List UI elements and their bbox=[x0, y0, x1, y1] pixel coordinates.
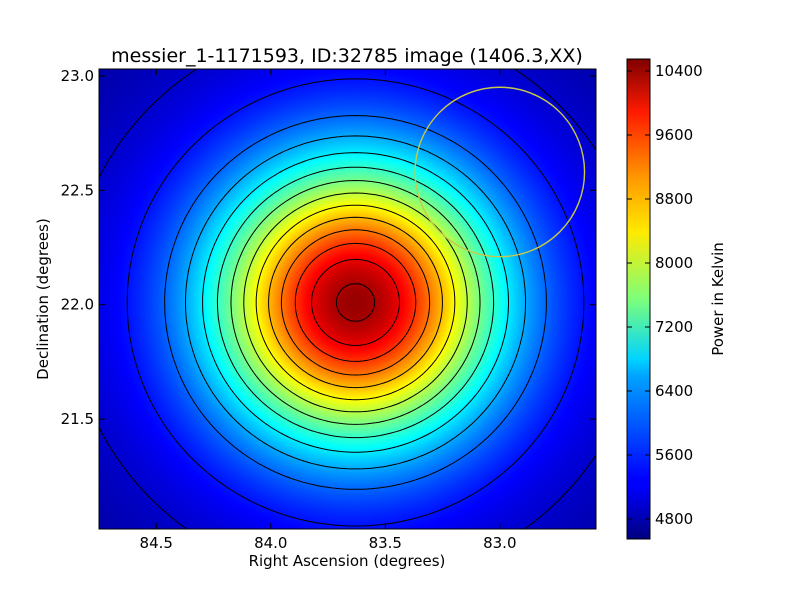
contour-line bbox=[216, 166, 495, 439]
contour-line bbox=[164, 115, 547, 490]
contour-line bbox=[126, 78, 585, 527]
y-tick-label: 23.0 bbox=[61, 67, 94, 85]
x-tick-label: 84.5 bbox=[140, 534, 173, 552]
colorbar-tick-label: 8000 bbox=[655, 254, 693, 272]
x-tick-label: 83.5 bbox=[369, 534, 402, 552]
contour-line bbox=[311, 258, 400, 346]
contour-line bbox=[202, 152, 509, 453]
x-tick-label: 84.0 bbox=[254, 534, 287, 552]
y-tick-label: 22.0 bbox=[61, 296, 94, 314]
y-tick-label: 21.5 bbox=[61, 410, 94, 428]
colorbar-tick-label: 4800 bbox=[655, 510, 693, 528]
heatmap-image bbox=[99, 69, 596, 529]
colorbar-tick-label: 10400 bbox=[655, 62, 703, 80]
contour-line bbox=[294, 242, 417, 362]
contour-line bbox=[185, 135, 527, 470]
colorbar-tick-label: 8800 bbox=[655, 190, 693, 208]
chart-title: messier_1-1171593, ID:32785 image (1406.… bbox=[111, 45, 583, 67]
y-axis: 21.5 22.0 22.5 23.0 bbox=[61, 67, 596, 428]
x-axis: 84.5 84.0 83.5 83.0 bbox=[140, 69, 517, 552]
contour-line bbox=[268, 216, 443, 389]
y-axis-label: Declination (degrees) bbox=[34, 218, 52, 380]
contour-line bbox=[280, 229, 431, 376]
x-axis-label: Right Ascension (degrees) bbox=[249, 552, 446, 570]
colorbar-tick-label: 7200 bbox=[655, 318, 693, 336]
contour-line bbox=[243, 192, 468, 413]
x-tick-label: 83.0 bbox=[483, 534, 516, 552]
contour-line bbox=[230, 180, 481, 425]
colorbar-tick-label: 9600 bbox=[655, 126, 693, 144]
colorbar-ticks: 4800 5600 6400 7200 8000 8800 9600 10400 bbox=[627, 62, 703, 528]
contour-line bbox=[98, 68, 597, 530]
contour-line bbox=[255, 204, 456, 401]
colorbar-tick-label: 5600 bbox=[655, 446, 693, 464]
contour-line bbox=[335, 283, 376, 322]
colorbar: 4800 5600 6400 7200 8000 8800 9600 10400 Power … bbox=[626, 58, 727, 540]
colorbar-gradient bbox=[626, 58, 651, 540]
plot-area bbox=[98, 68, 597, 530]
colorbar-tick-label: 6400 bbox=[655, 382, 693, 400]
colorbar-label: Power in Kelvin bbox=[709, 242, 727, 356]
y-tick-label: 22.5 bbox=[61, 181, 94, 199]
beam-circle bbox=[414, 86, 586, 258]
contour-lines bbox=[98, 68, 597, 530]
plot-frame bbox=[98, 68, 597, 530]
